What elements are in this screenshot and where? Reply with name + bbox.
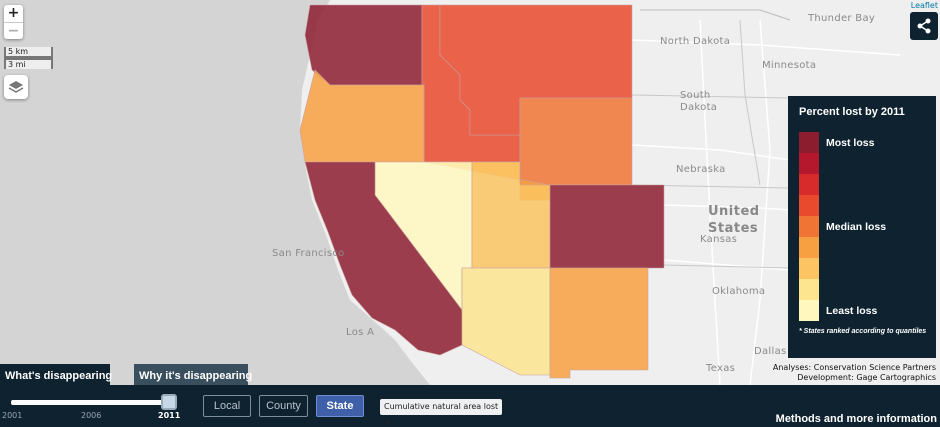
credits-analyses: Analyses: Conservation Science Partners [772, 363, 936, 372]
legend-swatch [799, 300, 819, 321]
layers-icon [8, 81, 24, 93]
scale-mi: 3 mi [4, 58, 53, 69]
legend-swatch [799, 216, 819, 237]
legend-median-loss: Median loss [826, 221, 887, 233]
legend: Percent lost by 2011 Most loss Median lo… [788, 96, 936, 358]
label-united: United [708, 204, 760, 219]
zoom-out-button[interactable]: − [4, 22, 23, 39]
label-north-dakota: North Dakota [660, 36, 730, 47]
legend-swatch [799, 174, 819, 195]
bottom-bar: 2001 2006 2011 Local County State Cumula… [0, 385, 940, 427]
label-texas: Texas [705, 363, 735, 374]
legend-most-loss: Most loss [826, 137, 875, 149]
legend-swatch [799, 153, 819, 174]
roads [631, 19, 901, 386]
label-nebraska: Nebraska [676, 164, 726, 175]
leaflet-link[interactable]: Leaflet [910, 1, 938, 10]
zoom-control: + − [4, 5, 23, 39]
label-dakota: Dakota [680, 102, 717, 113]
legend-swatch [799, 258, 819, 279]
label-minnesota: Minnesota [762, 60, 816, 71]
legend-swatch [799, 279, 819, 300]
border-line [640, 9, 791, 21]
year-label-2011: 2011 [158, 411, 181, 420]
legend-title: Percent lost by 2011 [799, 106, 905, 118]
year-slider-handle[interactable] [161, 394, 177, 410]
county-button[interactable]: County [259, 395, 308, 417]
metric-dropdown-value: Cumulative natural area lost [384, 402, 499, 411]
legend-swatch [799, 195, 819, 216]
legend-swatch [799, 237, 819, 258]
share-icon [917, 18, 931, 34]
zoom-in-button[interactable]: + [7, 5, 20, 21]
label-kansas: Kansas [700, 234, 737, 245]
metric-dropdown[interactable]: Cumulative natural area lost ▾ [380, 399, 502, 427]
state-choropleth[interactable] [299, 4, 665, 379]
chevron-down-icon: ▾ [386, 419, 390, 427]
state-montana[interactable] [439, 4, 633, 136]
tab-why-disappearing[interactable]: Why it's disappearing [134, 364, 252, 387]
state-new-mexico[interactable] [549, 267, 649, 379]
year-label-2001: 2001 [2, 411, 23, 420]
state-button[interactable]: State [316, 395, 364, 417]
legend-note: * States ranked according to quantiles [799, 328, 927, 335]
state-california[interactable] [304, 161, 463, 356]
tab-whats-disappearing[interactable]: What's disappearing [0, 364, 112, 387]
scale-km: 5 km [4, 47, 53, 58]
share-button[interactable] [910, 12, 938, 40]
label-states: States [708, 221, 758, 236]
credits-development: Development: Gage Cartographics [797, 373, 936, 382]
local-button[interactable]: Local [203, 395, 251, 417]
year-label-2006: 2006 [81, 411, 102, 420]
credits: Analyses: Conservation Science Partners … [773, 363, 936, 383]
label-san-francisco: San Francisco [272, 248, 345, 259]
label-oklahoma: Oklahoma [712, 286, 765, 297]
legend-least-loss: Least loss [826, 305, 878, 317]
layers-button[interactable] [4, 75, 28, 99]
year-slider-track[interactable] [11, 400, 169, 405]
state-colorado[interactable] [549, 184, 665, 269]
label-los-angeles: Los A [346, 327, 374, 338]
label-south: South [680, 90, 711, 101]
place-labels: Thunder Bay North Dakota Minnesota South… [272, 13, 875, 374]
label-dallas: Dallas [754, 346, 787, 357]
label-thunder-bay: Thunder Bay [807, 13, 875, 24]
legend-swatch [799, 132, 819, 153]
state-washington[interactable] [304, 4, 423, 86]
methods-link[interactable]: Methods and more information [775, 413, 937, 425]
